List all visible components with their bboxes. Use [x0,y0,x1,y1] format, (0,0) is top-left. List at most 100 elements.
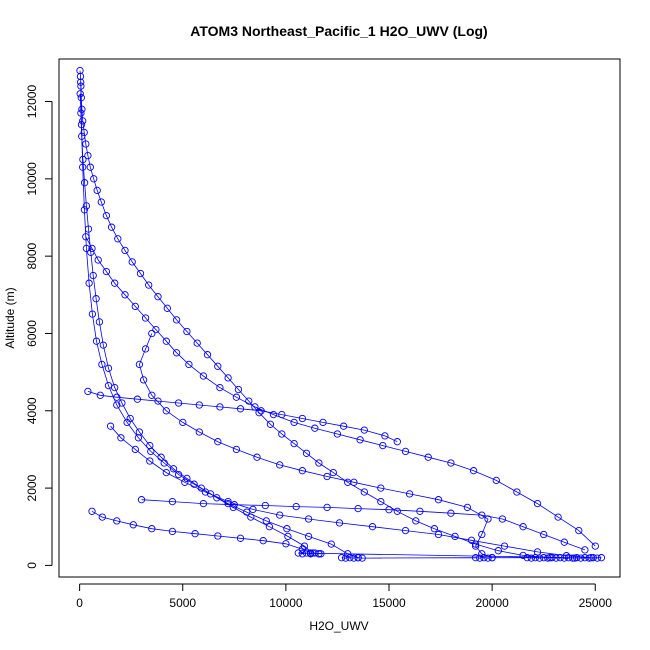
data-point [471,554,480,562]
data-point [564,554,573,562]
data-point [346,554,354,562]
data-point [585,554,593,562]
data-point [154,397,162,405]
data-point [311,549,319,557]
data-point [76,72,85,81]
data-point [581,554,589,562]
data-point [266,420,275,428]
data-point [141,345,150,353]
data-point [80,206,89,214]
data-point [531,554,540,562]
data-point [412,517,420,525]
data-point [552,554,560,562]
data-point [259,537,267,545]
data-point [269,410,278,419]
data-point [498,515,507,523]
data-point [265,523,274,531]
data-point [214,362,222,370]
data-point [494,547,502,555]
data-point [424,453,432,461]
data-point [245,397,253,405]
data-point [76,90,84,98]
data-point [234,385,243,394]
data-point [354,504,362,513]
data-point [484,554,492,562]
data-point [434,530,443,539]
data-point [278,410,286,419]
data-point [146,441,154,450]
data-point [94,256,102,264]
data-point [249,505,257,514]
data-point [430,525,439,533]
data-point [319,418,327,427]
data-point [476,554,484,562]
data-point [302,449,311,457]
data-point [163,304,171,312]
y-tick-label: 4000 [25,397,39,424]
data-point [214,438,222,446]
data-point [385,506,393,514]
data-point [294,549,302,557]
data-point [117,434,125,442]
data-point [335,519,344,527]
data-point [527,554,535,562]
data-point [358,554,366,562]
data-point [342,554,350,562]
data-point [111,279,119,287]
y-tick-label: 10000 [25,162,39,196]
data-point [405,490,414,498]
data-point [214,532,222,540]
data-point [257,407,265,415]
data-point [243,508,251,516]
data-point [92,337,101,345]
data-point [92,295,100,303]
data-point [393,507,401,515]
data-point [434,496,443,504]
data-point [282,540,290,548]
x-tick-label: 5000 [169,596,196,610]
data-point [360,488,368,496]
series-line-8 [141,499,586,551]
data-point [350,554,358,562]
data-point [82,140,90,148]
data-point [339,422,348,430]
data-point [311,424,319,432]
data-point [82,202,91,210]
data-point [377,497,385,506]
data-point [183,327,191,336]
data-point [471,542,480,550]
data-point [533,499,542,508]
data-point [96,391,104,399]
data-point [298,545,307,553]
data-point [102,211,111,220]
data-point [82,233,90,241]
data-point [88,244,96,253]
data-point [451,532,459,541]
data-point [199,372,208,380]
data-point [77,121,86,129]
data-point [191,530,199,538]
data-point [162,468,170,477]
data-point [597,554,606,562]
data-point [168,527,177,536]
chart-title: ATOM3 Northeast_Pacific_1 H2O_UWV (Log) [190,23,487,39]
data-point [179,418,187,427]
data-point [544,554,552,562]
x-tick-label: 25000 [579,596,613,610]
data-point [123,418,131,427]
data-point [136,269,145,278]
data-point [327,540,335,548]
data-point [589,554,597,562]
data-point [88,310,97,318]
data-point [554,513,562,521]
data-point [292,502,300,511]
data-point [577,554,585,562]
data-point [113,401,121,409]
data-point [323,472,331,481]
data-point [174,470,183,479]
data-point [169,465,178,473]
data-point [283,525,291,533]
data-point [89,271,97,280]
data-point [134,434,143,442]
data-point [298,467,307,475]
